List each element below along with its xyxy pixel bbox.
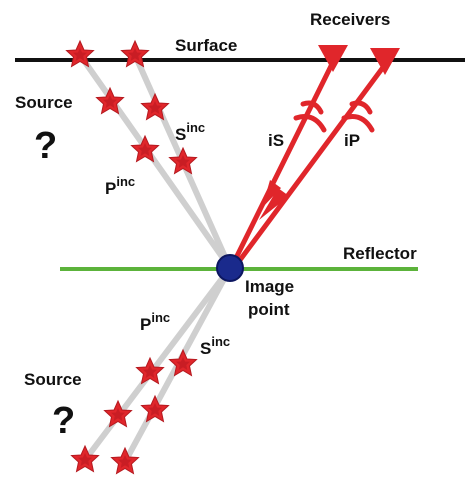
label: iS [268,131,284,150]
label: P [140,315,151,334]
converted-rays [233,59,387,263]
receiver [318,45,348,72]
label: Sinc [175,120,205,144]
label: inc [151,310,170,325]
arrowhead [259,188,289,220]
label: Pinc [105,174,135,198]
label: Surface [175,36,237,55]
label: Image [245,277,294,296]
image-point [216,254,244,282]
label: inc [211,334,230,349]
label: S [175,125,186,144]
label: Source [15,93,73,112]
sources [66,40,197,474]
receiver [370,48,400,75]
label: inc [116,174,135,189]
label: P [105,179,116,198]
label: inc [186,120,205,135]
arrowhead [262,180,281,208]
label: Receivers [310,10,390,29]
label: Source [24,370,82,389]
label: Sinc [200,334,230,358]
label: ? [34,125,57,167]
label: S [200,339,211,358]
label: Reflector [343,244,417,263]
label: point [248,300,290,319]
label: iP [344,131,360,150]
label: Pinc [140,310,170,334]
label: ? [52,400,75,442]
